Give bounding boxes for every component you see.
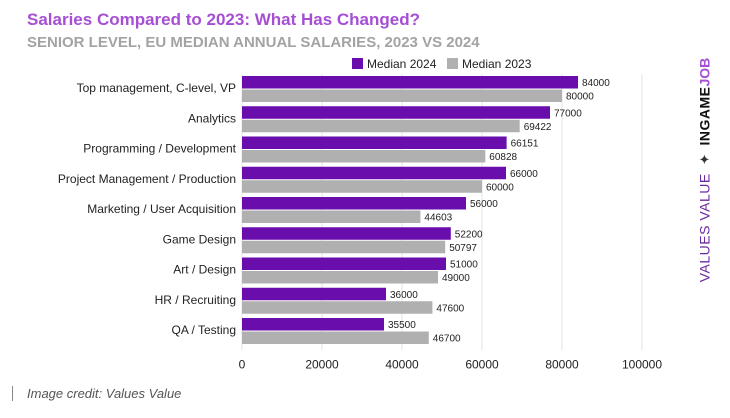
x-tick-label: 80000 [545,357,579,371]
bar [242,301,433,314]
bar [242,318,384,331]
category-label: Programming / Development [83,142,236,156]
bar [242,210,421,223]
category-label: Analytics [188,111,236,125]
bar-chart: Median 2024 Median 2023 84000 80000 7700069… [58,57,663,371]
bar [242,257,446,270]
bar [242,180,482,193]
bar [242,106,550,119]
legend: Median 2024 Median 2023 [352,57,532,71]
x-axis-ticks: 0 20000 40000 60000 80000 100000 [239,357,663,371]
bar [242,331,429,344]
data-label: 51000 [450,260,478,271]
data-label: 46700 [433,334,461,345]
category-label: QA / Testing [172,323,236,337]
chart-subtitle: SENIOR LEVEL, EU MEDIAN ANNUAL SALARIES,… [27,34,480,51]
bar [242,76,578,89]
bar [242,136,507,149]
data-label: 60000 [486,182,514,193]
bar [242,119,520,133]
data-label: 66000 [510,169,538,180]
data-label: 69422 [524,122,552,133]
bar [242,197,466,210]
x-tick-label: 60000 [465,357,499,371]
category-label: Art / Design [173,263,236,277]
category-label: Project Management / Production [58,172,236,186]
data-label: 60828 [489,152,517,163]
data-label: 77000 [554,108,582,119]
category-label: Marketing / User Acquisition [87,202,236,216]
category-label: HR / Recruiting [155,293,236,307]
category-label: Game Design [163,232,236,246]
x-tick-label: 100000 [622,357,662,371]
data-label: 84000 [582,78,610,89]
bar [242,227,451,240]
bar [242,89,562,102]
x-tick-label: 0 [239,357,246,371]
data-label: 49000 [442,273,470,284]
legend-swatch [352,58,363,69]
brand-watermark: VALUES VALUE ✦ INGAMEJOB [690,50,720,290]
bar [242,240,446,254]
legend-swatch [447,58,458,69]
chart-title: Salaries Compared to 2023: What Has Chan… [27,10,420,29]
data-label: 35500 [388,320,416,331]
data-label: 52200 [455,229,483,240]
brand-ingame-text: INGAME [696,86,713,146]
data-label: 44603 [424,213,452,224]
bar [242,271,438,284]
data-label: 47600 [436,303,464,314]
bar [242,166,506,180]
brand-values-text: VALUES VALUE [696,173,713,283]
data-label: 66151 [511,139,539,150]
x-tick-label: 20000 [305,357,339,371]
legend-label: Median 2024 [367,57,437,71]
data-label: 80000 [566,92,594,103]
legend-label: Median 2023 [462,57,532,71]
bar [242,287,386,301]
bar [242,150,486,163]
star-icon: ✦ [696,153,713,166]
brand-job-text: JOB [696,57,713,87]
category-labels: Top management, C-level, VP Analytics Prog… [58,81,237,337]
data-label: 36000 [390,290,418,301]
category-label: Top management, C-level, VP [77,81,236,95]
data-label: 56000 [470,199,498,210]
x-tick-label: 40000 [385,357,419,371]
data-label: 50797 [449,243,477,254]
image-credit: Image credit: Values Value [12,386,181,401]
